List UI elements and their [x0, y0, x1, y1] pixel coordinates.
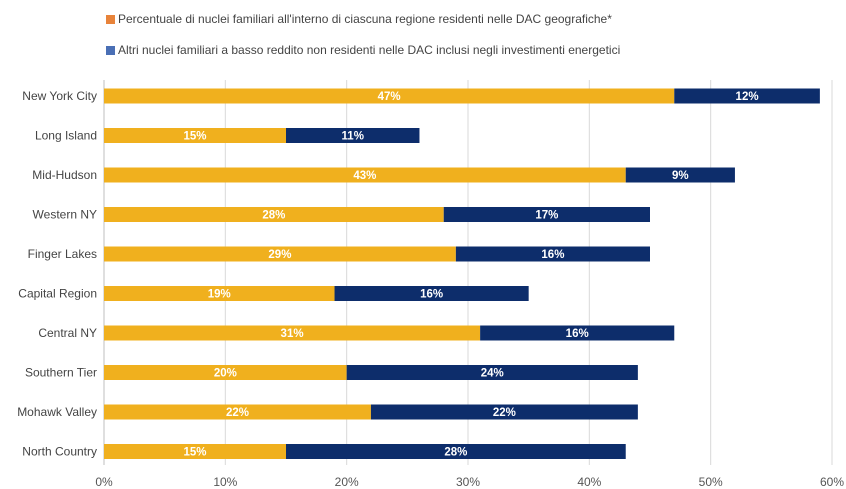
bar-finger-lakes-series-0: [104, 246, 456, 262]
bar-mid-hudson-series-0: [104, 167, 626, 183]
bar-long-island-series-0: [104, 128, 286, 143]
x-tick-label-20: 20%: [335, 475, 359, 489]
bar-new-york-city-series-0: [104, 88, 675, 104]
data-label-finger-lakes-series-0: 29%: [268, 249, 291, 261]
bar-southern-tier-series-0: [104, 365, 347, 380]
data-label-long-island-series-1: 11%: [342, 131, 364, 143]
bar-new-york-city-series-1: [674, 88, 820, 104]
data-label-capital-region-series-1: 16%: [420, 289, 443, 301]
category-label-new-york-city: New York City: [22, 89, 97, 103]
x-tick-label-60: 60%: [820, 475, 844, 489]
bar-long-island-series-1: [286, 128, 420, 143]
bar-central-ny-series-1: [480, 325, 675, 341]
legend: Percentuale di nuclei familiari all'inte…: [106, 10, 620, 72]
x-tick-label-0: 0%: [95, 475, 113, 489]
category-label-mohawk-valley: Mohawk Valley: [17, 405, 97, 419]
bar-capital-region-series-0: [104, 286, 335, 301]
legend-label-non-dac: Altri nuclei familiari a basso reddito n…: [118, 43, 621, 57]
legend-item-dac: Percentuale di nuclei familiari all'inte…: [106, 10, 620, 28]
bar-western-ny-series-0: [104, 207, 444, 222]
data-label-mid-hudson-series-1: 9%: [672, 170, 689, 182]
data-label-north-country-series-1: 28%: [444, 447, 467, 459]
category-label-mid-hudson: Mid-Hudson: [32, 168, 97, 182]
legend-label-dac: Percentuale di nuclei familiari all'inte…: [118, 12, 612, 26]
data-label-western-ny-series-0: 28%: [262, 210, 285, 222]
legend-swatch-dac: [106, 14, 115, 24]
data-label-central-ny-series-1: 16%: [566, 328, 589, 340]
data-label-new-york-city-series-1: 12%: [736, 91, 759, 103]
bar-north-country-series-0: [104, 444, 286, 459]
data-label-western-ny-series-1: 17%: [535, 210, 558, 222]
category-label-finger-lakes: Finger Lakes: [28, 247, 97, 261]
legend-swatch-non-dac: [106, 45, 115, 55]
category-label-north-country: North Country: [22, 445, 97, 459]
category-label-central-ny: Central NY: [38, 326, 97, 340]
bar-central-ny-series-0: [104, 325, 481, 341]
data-label-capital-region-series-0: 19%: [208, 289, 231, 301]
bar-mohawk-valley-series-0: [104, 404, 371, 420]
data-label-north-country-series-0: 15%: [183, 447, 206, 459]
x-tick-label-10: 10%: [213, 475, 237, 489]
x-tick-label-30: 30%: [456, 475, 480, 489]
data-label-mohawk-valley-series-0: 22%: [226, 407, 249, 419]
bar-finger-lakes-series-1: [455, 246, 650, 262]
bar-north-country-series-1: [286, 444, 626, 459]
legend-item-non-dac: Altri nuclei familiari a basso reddito n…: [106, 41, 620, 59]
data-label-mid-hudson-series-0: 43%: [353, 170, 376, 182]
bar-mohawk-valley-series-1: [370, 404, 638, 420]
data-label-mohawk-valley-series-1: 22%: [493, 407, 516, 419]
x-tick-label-40: 40%: [577, 475, 601, 489]
data-label-central-ny-series-0: 31%: [281, 328, 304, 340]
data-label-new-york-city-series-0: 47%: [378, 91, 401, 103]
bar-western-ny-series-1: [443, 207, 650, 222]
data-label-finger-lakes-series-1: 16%: [541, 249, 564, 261]
bar-mid-hudson-series-1: [625, 167, 735, 183]
bar-capital-region-series-1: [334, 286, 529, 301]
category-label-western-ny: Western NY: [33, 208, 97, 222]
data-label-southern-tier-series-0: 20%: [214, 368, 237, 380]
category-label-long-island: Long Island: [35, 129, 97, 143]
category-label-southern-tier: Southern Tier: [25, 366, 97, 380]
x-tick-label-50: 50%: [699, 475, 723, 489]
data-label-southern-tier-series-1: 24%: [481, 368, 504, 380]
category-label-capital-region: Capital Region: [18, 287, 97, 301]
data-label-long-island-series-0: 15%: [183, 131, 206, 143]
bar-southern-tier-series-1: [346, 365, 638, 380]
